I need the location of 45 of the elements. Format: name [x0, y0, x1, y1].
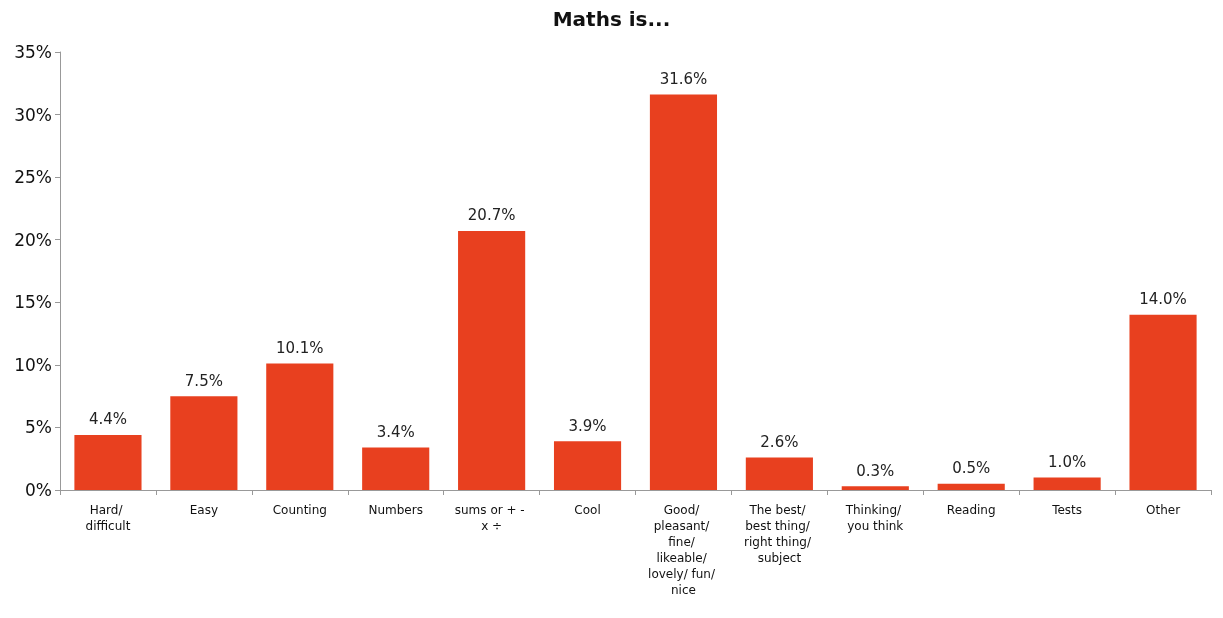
bar [841, 486, 909, 490]
data-label: 20.7% [467, 206, 516, 225]
x-tick-label: Numbers [368, 503, 423, 517]
x-tick-label: sums or + - x ÷ [454, 503, 529, 533]
bar [1033, 477, 1101, 490]
data-label: 3.4% [376, 422, 415, 441]
bar [937, 483, 1005, 490]
y-tick-label: 20% [14, 229, 52, 250]
data-label: 7.5% [184, 371, 223, 390]
bar [458, 230, 526, 490]
bar [1129, 314, 1197, 490]
x-tick-label: Other [1146, 503, 1181, 517]
data-label: 0.3% [856, 461, 895, 480]
bar [553, 441, 622, 490]
bar [170, 396, 238, 490]
bar [362, 447, 430, 490]
x-tick-label: Cool [574, 503, 601, 517]
data-label: 2.6% [760, 432, 799, 451]
y-tick-label: 0% [25, 480, 52, 500]
bar [649, 94, 718, 490]
data-label: 4.4% [88, 410, 128, 429]
y-tick-label: 25% [14, 167, 52, 188]
bar [74, 434, 142, 490]
data-label: 0.5% [952, 459, 991, 478]
y-tick-label: 5% [25, 417, 52, 438]
x-tick-label: Easy [189, 503, 219, 517]
y-tick-label: 10% [14, 354, 52, 375]
y-tick-label: 30% [14, 104, 52, 125]
data-label: 14.0% [1139, 290, 1187, 309]
data-label: 10.1% [275, 339, 324, 358]
data-label: 1.0% [1048, 452, 1087, 471]
x-tick-label: Good/ pleasant/ fine/ likeable/ lovely/ fun/ nice [648, 503, 719, 597]
data-label: 31.6% [659, 70, 708, 89]
x-tick-label: Tests [1051, 503, 1083, 517]
data-label: 3.9% [568, 416, 607, 435]
x-tick-label: Thinking/ you think [844, 503, 905, 533]
x-tick-label: Counting [272, 503, 327, 517]
bar [745, 457, 813, 490]
x-tick-label: Reading [946, 503, 996, 517]
y-tick-label: 35% [14, 42, 52, 62]
y-tick-label: 15% [14, 292, 52, 313]
bar [266, 363, 334, 490]
chart-title: Maths is... [552, 7, 671, 31]
x-tick-label: Hard/ difficult [85, 503, 131, 533]
x-tick-label: The best/ best thing/ right thing/ subject [744, 503, 815, 565]
